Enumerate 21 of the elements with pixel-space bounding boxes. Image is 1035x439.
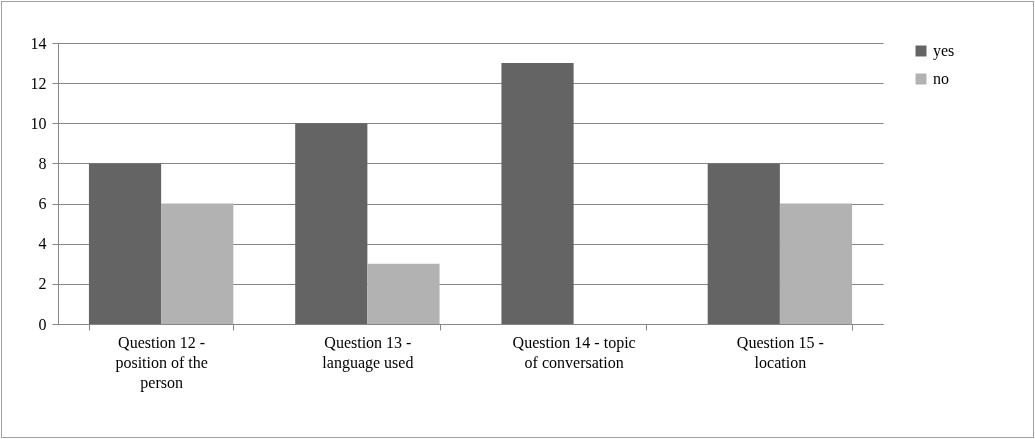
y-tick-label: 0 bbox=[38, 315, 47, 333]
x-tick-label: Question 15 - location bbox=[736, 333, 824, 371]
bar bbox=[779, 203, 853, 324]
legend-label: no bbox=[933, 70, 949, 87]
y-tick-label: 2 bbox=[38, 275, 47, 293]
x-tick-label: Question 13 - language used bbox=[322, 333, 414, 372]
legend-label: yes bbox=[933, 42, 955, 60]
x-tick-label: Question 14 - topic of conversation bbox=[512, 333, 636, 371]
bar bbox=[295, 123, 368, 324]
bar bbox=[367, 263, 440, 324]
bar bbox=[707, 163, 780, 324]
bar bbox=[88, 163, 162, 324]
bar bbox=[161, 203, 234, 324]
y-tick-label: 8 bbox=[38, 154, 47, 172]
bar bbox=[501, 63, 574, 324]
y-tick-label: 4 bbox=[38, 235, 47, 253]
y-tick-label: 12 bbox=[30, 74, 47, 92]
y-tick-label: 14 bbox=[30, 34, 47, 52]
x-tick-label: Question 12 - position of the person bbox=[115, 333, 208, 392]
y-tick-label: 6 bbox=[38, 195, 47, 213]
y-tick-label: 10 bbox=[30, 114, 47, 132]
